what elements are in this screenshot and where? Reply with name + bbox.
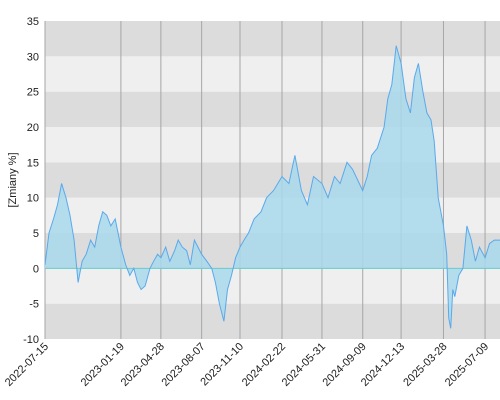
y-tick-label: 0 [33, 263, 39, 275]
x-tick-label: 2025-07-09 [443, 341, 491, 389]
y-band [45, 268, 500, 304]
y-tick-label: 15 [27, 157, 39, 169]
series-line [44, 45, 500, 329]
y-axis-label: [Zmiany %] [7, 152, 19, 207]
y-tick-label: 35 [27, 16, 39, 28]
y-tick-label: 30 [27, 51, 39, 63]
x-tick-label: 2025-03-28 [401, 341, 449, 389]
y-tick-label: -5 [29, 299, 39, 311]
x-tick-label: 2022-07-15 [3, 341, 51, 389]
y-tick-label: -10 [23, 334, 39, 346]
y-band [45, 56, 500, 92]
y-band [45, 21, 500, 57]
y-tick-label: 20 [27, 122, 39, 134]
x-tick-labels: 2022-07-15 2023-01-192023-04-282023-08-07… [3, 341, 491, 389]
series-area [45, 45, 500, 329]
y-tick-label: 10 [27, 193, 39, 205]
y-tick-labels: -10 -5 0 5 10 15 20 25 30 35 [23, 16, 39, 346]
y-band [45, 303, 500, 339]
y-tick-label: 5 [33, 228, 39, 240]
y-tick-label: 25 [27, 87, 39, 99]
